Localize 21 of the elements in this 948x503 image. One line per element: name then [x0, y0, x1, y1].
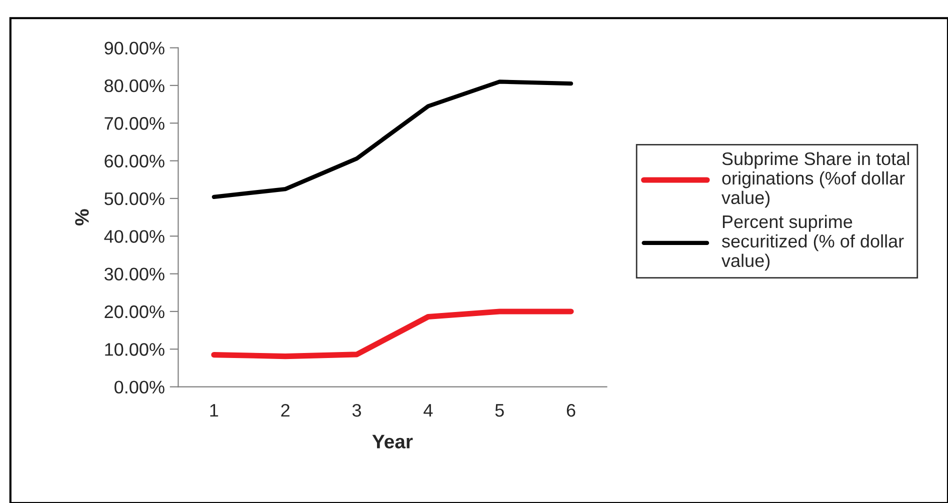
- x-tick-label: 4: [424, 404, 433, 417]
- legend-label: Percent suprime securitized (% of dollar value): [722, 214, 904, 271]
- y-tick-label: 0.00%: [114, 380, 164, 394]
- y-tick-label: 90.00%: [104, 42, 164, 55]
- x-tick-label: 2: [281, 404, 290, 417]
- y-tick-label: 10.00%: [105, 343, 164, 356]
- x-tick-label: 1: [210, 404, 218, 417]
- y-axis-title: %: [75, 209, 89, 226]
- x-axis-title: Year: [372, 434, 413, 448]
- y-tick-label: 70.00%: [104, 117, 164, 130]
- y-tick-label: 50.00%: [104, 192, 164, 206]
- x-tick-label: 5: [495, 404, 504, 417]
- y-tick-label: 80.00%: [104, 79, 164, 92]
- y-tick-label: 40.00%: [104, 230, 164, 243]
- x-tick-label: 3: [352, 404, 361, 417]
- y-tick-label: 30.00%: [104, 268, 164, 281]
- y-tick-label: 20.00%: [104, 305, 164, 318]
- x-tick-label: 6: [566, 404, 576, 417]
- line-series: [212, 80, 574, 200]
- legend-label: Subprime Share in total originations (%of dollar value): [722, 152, 909, 208]
- y-tick-label: 60.00%: [104, 154, 164, 168]
